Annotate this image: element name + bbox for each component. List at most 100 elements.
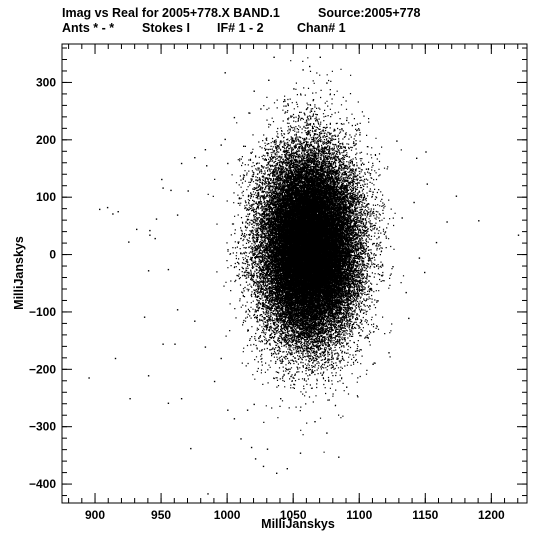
plot-frame — [61, 43, 528, 504]
data-point — [372, 363, 374, 365]
y-tick-label: −200 — [29, 362, 56, 376]
data-point — [285, 105, 287, 107]
data-point — [233, 116, 236, 119]
data-point — [388, 352, 390, 354]
data-point — [425, 151, 427, 153]
data-point — [213, 380, 216, 383]
data-point — [346, 119, 348, 122]
data-point — [206, 165, 208, 167]
data-point — [190, 447, 192, 450]
data-point — [240, 438, 242, 440]
data-point — [372, 191, 374, 193]
data-point — [309, 65, 311, 68]
data-point — [379, 220, 381, 222]
x-axis-label: MilliJanskys — [261, 517, 335, 531]
data-point — [233, 418, 236, 420]
data-point — [162, 187, 164, 189]
data-point — [174, 343, 176, 345]
y-tick-label: −400 — [29, 477, 56, 491]
data-point — [227, 162, 229, 165]
data-point — [446, 221, 448, 223]
data-point — [455, 195, 458, 197]
data-point — [405, 291, 407, 294]
data-point — [128, 241, 130, 243]
data-point — [426, 183, 428, 185]
data-point — [129, 398, 131, 400]
data-point — [180, 162, 183, 165]
data-point — [88, 377, 90, 379]
data-point — [253, 208, 255, 211]
y-tick-label: 300 — [36, 75, 56, 89]
data-point — [227, 409, 229, 411]
data-point — [266, 448, 269, 450]
data-point — [170, 189, 172, 192]
x-tick-label: 1000 — [214, 508, 241, 522]
data-point — [375, 254, 377, 256]
x-tick-label: 900 — [85, 508, 105, 522]
data-point — [416, 157, 418, 159]
data-point — [224, 72, 226, 74]
data-point — [106, 206, 109, 209]
data-point — [365, 168, 368, 170]
data-point — [180, 398, 183, 400]
y-tick-label: 200 — [36, 133, 56, 147]
data-point — [207, 493, 209, 495]
data-point — [262, 465, 265, 468]
data-point — [276, 472, 278, 474]
chart-subtitle-chan: Chan# 1 — [297, 21, 346, 35]
axis-ticks: 900 950 1000 1050 1100 1150 12003002001000−100… — [29, 44, 527, 522]
x-tick-label: 1050 — [280, 508, 307, 522]
data-point — [253, 403, 255, 406]
data-point — [248, 112, 250, 114]
data-point — [224, 138, 226, 141]
data-point — [346, 386, 348, 388]
chart-subtitle-if: IF# 1 - 2 — [217, 21, 264, 35]
data-point — [273, 56, 275, 58]
y-axis-label: MilliJanskys — [12, 236, 26, 310]
data-point — [517, 234, 520, 236]
data-point — [250, 277, 253, 279]
data-point — [161, 178, 163, 181]
data-point — [264, 188, 266, 190]
data-point — [254, 458, 257, 460]
data-point — [114, 357, 117, 360]
data-point — [435, 241, 438, 244]
data-point — [136, 228, 138, 231]
data-point — [256, 306, 258, 308]
x-tick-label: 950 — [151, 508, 171, 522]
data-point — [392, 266, 394, 268]
data-point — [99, 208, 101, 211]
data-point — [167, 268, 170, 271]
data-point — [187, 190, 189, 192]
data-point — [293, 88, 295, 90]
data-point — [167, 402, 170, 404]
data-point — [286, 468, 288, 470]
data-point — [117, 211, 119, 213]
data-point — [176, 214, 179, 216]
data-point — [314, 421, 316, 423]
data-point — [401, 217, 403, 219]
data-point — [176, 309, 179, 311]
y-tick-label: 0 — [49, 248, 56, 262]
data-point — [359, 134, 361, 136]
y-tick-label: −100 — [29, 305, 56, 319]
data-point — [112, 213, 114, 215]
data-point — [162, 343, 164, 345]
data-point — [326, 82, 328, 84]
data-point — [478, 220, 480, 222]
data-point — [220, 144, 222, 146]
data-point — [302, 69, 304, 71]
data-point — [293, 383, 295, 386]
data-point — [396, 140, 398, 142]
data-point — [149, 234, 151, 236]
data-point — [283, 99, 286, 101]
data-point — [299, 452, 302, 454]
data-point — [194, 157, 196, 159]
x-tick-label: 1200 — [478, 508, 505, 522]
data-point — [385, 237, 388, 239]
chart-title: Imag vs Real for 2005+778.X BAND.1 — [62, 6, 280, 20]
data-point — [253, 90, 255, 92]
data-point — [147, 375, 150, 377]
data-point — [155, 218, 158, 220]
